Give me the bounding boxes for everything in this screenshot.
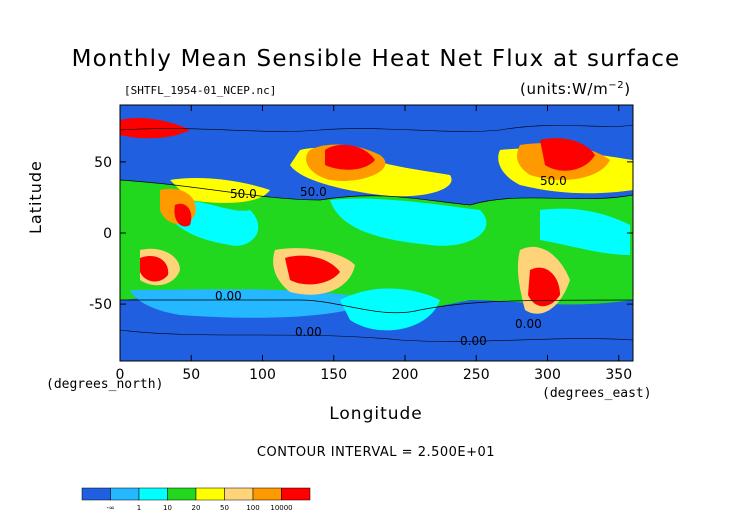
x-axis-label: Longitude xyxy=(329,404,423,424)
y-tick-label: 50 xyxy=(94,155,112,171)
chart-subtitle: [SHTFL_1954-01_NCEP.nc] xyxy=(124,84,277,97)
colorbar-swatch xyxy=(252,487,282,501)
axis-ticks: 0 50 100 150 200 250 300 350 -50 0 50 xyxy=(89,105,633,383)
x-tick-label: 200 xyxy=(392,367,419,383)
hot-europe xyxy=(120,118,190,139)
x-tick-label: 350 xyxy=(605,367,632,383)
contour-interval: CONTOUR INTERVAL = 2.500E+01 xyxy=(256,445,496,460)
colorbar-label: 1 xyxy=(137,504,141,512)
y-tick-label: 0 xyxy=(103,226,112,242)
colorbar-label: 10000 xyxy=(270,504,292,512)
contour-line xyxy=(120,179,633,206)
y-tick-label: -50 xyxy=(89,297,112,313)
contour-label: 0.00 xyxy=(460,334,487,348)
contour-line xyxy=(120,329,633,342)
hot-north-america xyxy=(540,138,595,171)
colorbar-label: 100 xyxy=(246,504,259,512)
colorbar-swatch xyxy=(195,487,225,501)
hot-arabia xyxy=(174,203,192,227)
hot-east-asia xyxy=(325,144,375,170)
cyan-patch-pacific xyxy=(330,198,487,246)
contour-label: 0.00 xyxy=(295,325,322,339)
colorbar-swatch xyxy=(281,487,311,501)
lightblue-band-south xyxy=(130,289,380,318)
x-tick-label: 250 xyxy=(463,367,490,383)
colorbar-swatch xyxy=(81,487,111,501)
units-label: (units:W/m−2) xyxy=(520,80,631,98)
colorbar-swatch xyxy=(167,487,197,501)
x-tick-label: 150 xyxy=(320,367,347,383)
colorbar-label: 10 xyxy=(163,504,172,512)
x-tick-label: 100 xyxy=(249,367,276,383)
colorbar-swatch xyxy=(110,487,140,501)
x-tick-label: 300 xyxy=(534,367,561,383)
contour-label: 50.0 xyxy=(230,187,257,201)
cyan-patch-atlantic xyxy=(540,208,630,255)
x-tick-label: 50 xyxy=(182,367,200,383)
contour-label: 50.0 xyxy=(540,174,567,188)
contour-line xyxy=(120,124,633,132)
x-axis-unit: (degrees_east) xyxy=(542,386,652,401)
field-layer xyxy=(120,105,633,361)
colorbar-swatch xyxy=(138,487,168,501)
hot-south-america xyxy=(528,267,560,307)
cyan-patch-southpacific xyxy=(340,288,440,331)
contour-label: 0.00 xyxy=(515,317,542,331)
contour-line xyxy=(120,299,633,314)
colorbar-swatch xyxy=(224,487,254,501)
colorbar-label: -∞ xyxy=(106,504,114,512)
colorbar-label: 20 xyxy=(192,504,201,512)
hot-australia xyxy=(285,255,340,285)
y-axis-unit: (degrees_north) xyxy=(46,377,164,392)
contour-label: 0.00 xyxy=(215,289,242,303)
x-tick-label: 0 xyxy=(116,367,125,383)
contour-label: 50.0 xyxy=(300,185,327,199)
colorbar-label: 50 xyxy=(220,504,229,512)
hot-southern-africa xyxy=(140,255,169,282)
chart-title: Monthly Mean Sensible Heat Net Flux at s… xyxy=(71,46,681,72)
